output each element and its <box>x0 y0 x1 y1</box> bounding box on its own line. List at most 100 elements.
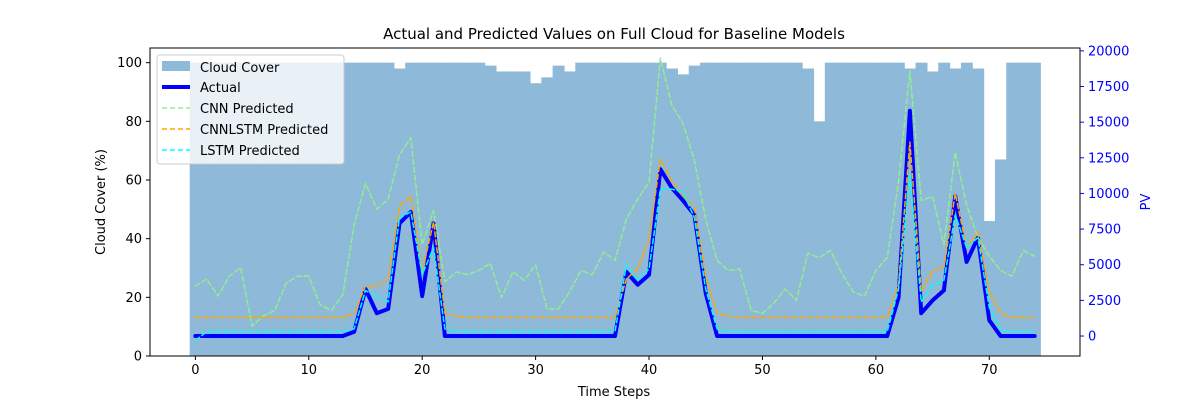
chart-legend: Cloud Cover Actual CNN Predicted CNNLSTM… <box>156 54 345 165</box>
legend-label-lstm: LSTM Predicted <box>200 144 300 159</box>
y-right-tick-label: 5000 <box>1088 258 1121 273</box>
x-tick-label: 0 <box>191 363 199 378</box>
cloud-cover-bar <box>495 71 508 356</box>
cloud-cover-bar <box>382 62 395 357</box>
cloud-cover-bar <box>246 62 259 357</box>
legend-label-cnn: CNN Predicted <box>200 102 294 117</box>
cloud-cover-bar <box>711 62 724 357</box>
cloud-cover-bar <box>1017 62 1030 357</box>
cloud-cover-bar <box>552 65 565 356</box>
x-axis-label: Time Steps <box>577 385 651 400</box>
cloud-cover-bar <box>892 62 905 357</box>
cloud-cover-bar <box>348 62 361 357</box>
cloud-cover-bar <box>960 62 973 357</box>
legend-box <box>156 54 345 165</box>
cloud-cover-bar <box>745 62 758 357</box>
x-tick-label: 20 <box>414 363 431 378</box>
cloud-cover-bar <box>756 62 769 357</box>
cloud-cover-bar <box>189 62 202 357</box>
cloud-cover-bar <box>314 62 327 357</box>
series-line-actual <box>193 108 1037 339</box>
cloud-cover-bar <box>597 62 610 357</box>
cloud-cover-bar <box>405 62 418 357</box>
cloud-cover-bar <box>813 121 826 356</box>
cloud-cover-bar <box>212 62 225 357</box>
y-right-tick-label: 17500 <box>1088 80 1129 95</box>
cloud-cover-bar <box>427 62 440 357</box>
y-right-tick-label: 20000 <box>1088 44 1129 59</box>
cloud-cover-bar <box>223 62 236 357</box>
cloud-cover-bar <box>269 62 282 357</box>
cloud-cover-bar <box>1028 62 1041 357</box>
cloud-cover-bar <box>904 68 917 356</box>
x-tick-label: 40 <box>641 363 658 378</box>
legend-label-cloud-cover: Cloud Cover <box>200 61 280 76</box>
cloud-cover-bar <box>983 221 996 356</box>
cloud-cover-bar <box>870 62 883 357</box>
y-axis-right-ticks: 0 2500 5000 7500 10000 12500 15000 17500 20000 <box>1080 44 1129 345</box>
x-tick-label: 30 <box>527 363 544 378</box>
cloud-cover-bar <box>620 62 633 357</box>
cloud-cover-bar <box>461 62 474 357</box>
cloud-cover-bar <box>529 83 542 356</box>
legend-label-actual: Actual <box>200 81 241 96</box>
cloud-cover-bar <box>643 62 656 357</box>
cloud-cover-bar <box>337 62 350 357</box>
cloud-cover-bar <box>949 68 962 356</box>
series-line-cnn <box>194 57 1036 327</box>
cloud-cover-bar <box>541 77 554 356</box>
cloud-cover-bar <box>972 68 985 356</box>
cloud-cover-bar <box>280 62 293 357</box>
x-tick-label: 50 <box>754 363 771 378</box>
cloud-cover-bar <box>915 62 928 357</box>
y-axis-right-label: PV <box>1139 194 1154 211</box>
x-tick-label: 10 <box>301 363 318 378</box>
cloud-cover-bar <box>779 62 792 357</box>
cloud-cover-bar <box>575 62 588 357</box>
y-axis-left-label: Cloud Cover (%) <box>94 149 109 255</box>
cloud-cover-bar <box>632 62 644 357</box>
cloud-cover-bar <box>586 62 599 357</box>
cloud-cover-bar <box>881 62 894 357</box>
y-right-tick-label: 12500 <box>1088 151 1129 166</box>
y-left-tick-label: 80 <box>125 115 142 130</box>
plot-frame <box>149 47 1081 357</box>
cloud-cover-bar <box>768 62 781 357</box>
cloud-cover-bar <box>359 62 372 357</box>
cloud-cover-bar <box>609 62 622 357</box>
cloud-cover-bar <box>938 62 951 357</box>
cloud-cover-bar <box>734 62 747 357</box>
y-right-tick-label: 7500 <box>1088 223 1121 238</box>
y-axis-left-ticks: 0 20 40 60 80 100 <box>117 56 150 365</box>
y-left-tick-label: 100 <box>117 56 142 71</box>
cloud-cover-bar <box>677 74 690 357</box>
cloud-cover-bar <box>473 62 486 357</box>
x-tick-label: 60 <box>868 363 885 378</box>
cloud-cover-bar <box>722 62 735 357</box>
y-left-tick-label: 60 <box>125 174 142 189</box>
cloud-cover-bar <box>994 159 1007 356</box>
y-right-tick-label: 15000 <box>1088 116 1129 131</box>
cloud-cover-bar <box>847 62 860 357</box>
cloud-cover-bar <box>484 65 497 356</box>
cloud-cover-bar <box>700 62 712 357</box>
y-right-tick-label: 2500 <box>1088 294 1121 309</box>
cloud-cover-bar <box>666 68 678 356</box>
x-axis-ticks: 0 10 20 30 40 50 60 70 <box>191 356 998 378</box>
cloud-cover-bar <box>858 62 871 357</box>
cloud-cover-bar <box>926 71 939 356</box>
cloud-cover-bar <box>303 62 316 357</box>
legend-label-cnnlstm: CNNLSTM Predicted <box>200 123 328 138</box>
cloud-cover-bar <box>257 62 270 357</box>
cloud-cover-bar <box>1006 62 1019 357</box>
cloud-cover-bar <box>836 62 849 357</box>
cloud-cover-bar <box>450 62 463 357</box>
cloud-cover-bar <box>325 62 338 357</box>
cloud-cover-bar <box>563 71 576 356</box>
cloud-cover-bar <box>790 62 803 357</box>
cloud-cover-bar <box>654 62 667 357</box>
y-left-tick-label: 20 <box>125 291 142 306</box>
cloud-cover-bar <box>824 62 837 357</box>
